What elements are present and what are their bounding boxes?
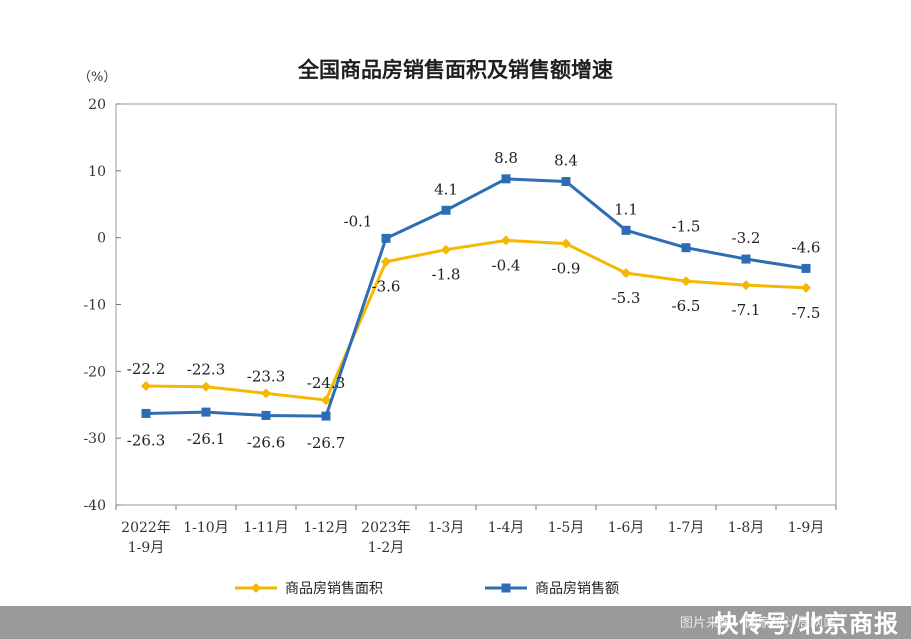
- series-line-0: [145, 238, 807, 402]
- data-point: [741, 280, 751, 291]
- data-label: -7.5: [792, 304, 821, 322]
- data-point: [681, 276, 691, 287]
- footer-bar: [0, 606, 911, 639]
- data-point: [501, 235, 511, 246]
- x-tick-label: 1-6月: [608, 520, 645, 536]
- data-label: -0.4: [492, 256, 521, 274]
- data-label: 8.8: [494, 149, 518, 167]
- data-label: -3.2: [732, 229, 761, 247]
- plot-area: 20 10 0 -10 -20 -30 -40 2022年 1-9月 1-10月 1-11月 1-12…: [83, 97, 837, 597]
- legend-marker: [251, 583, 261, 593]
- y-tick-label: 10: [88, 164, 106, 180]
- data-point: [321, 411, 331, 421]
- data-point: [621, 268, 631, 279]
- data-label: -4.6: [792, 238, 821, 256]
- footer-brand: 快传号/北京商报: [714, 610, 899, 638]
- x-tick-label: 1-7月: [668, 520, 705, 536]
- data-point: [201, 381, 211, 392]
- x-tick-label: 1-2月: [368, 540, 405, 556]
- data-label: -26.6: [247, 433, 285, 451]
- data-point: [381, 256, 391, 267]
- data-point: [141, 408, 151, 418]
- data-point: [801, 263, 811, 273]
- x-tick-label: 1-9月: [788, 520, 825, 536]
- data-label: -0.9: [552, 260, 581, 278]
- data-point: [501, 174, 511, 184]
- data-point: [261, 388, 271, 399]
- x-tick-label: 1-11月: [243, 520, 288, 536]
- x-tick-label: 1-9月: [128, 540, 165, 556]
- data-label: -22.2: [127, 360, 165, 378]
- data-point: [801, 282, 811, 293]
- data-label: -26.3: [127, 431, 165, 449]
- y-tick-label: -40: [83, 498, 106, 514]
- data-point: [681, 243, 691, 253]
- x-tick-label: 1-5月: [548, 520, 585, 536]
- data-point: [741, 254, 751, 264]
- x-tick-label: 1-12月: [303, 520, 348, 536]
- legend-marker: [501, 583, 511, 593]
- data-label: -1.5: [672, 218, 701, 236]
- legend-label: 商品房销售面积: [285, 581, 383, 597]
- data-point: [261, 410, 271, 420]
- x-tick-label: 1-8月: [728, 520, 765, 536]
- data-point: [561, 177, 571, 187]
- data-point: [381, 233, 391, 243]
- series-line-1: [145, 177, 807, 418]
- y-tick-label: -10: [83, 298, 106, 314]
- data-label: -22.3: [187, 361, 225, 379]
- y-axis-unit: （%）: [78, 70, 117, 85]
- data-point: [621, 225, 631, 235]
- data-point: [441, 205, 451, 215]
- data-label: -26.7: [307, 434, 345, 452]
- x-tick-label: 1-10月: [183, 520, 228, 536]
- data-label: -23.3: [247, 367, 285, 385]
- data-label: 1.1: [614, 200, 638, 218]
- data-point: [141, 381, 151, 392]
- data-label: -24.3: [307, 374, 345, 392]
- data-label: -1.8: [432, 266, 461, 284]
- data-point: [441, 244, 451, 255]
- data-label: -26.1: [187, 430, 225, 448]
- data-label: -0.1: [344, 212, 373, 230]
- data-label: 4.1: [434, 180, 458, 198]
- y-tick-label: 20: [88, 97, 106, 113]
- footer-credit: 图片来源：国家统计局网站: [680, 616, 837, 631]
- data-point: [321, 395, 331, 406]
- legend-label: 商品房销售额: [535, 581, 619, 597]
- chart-title: 全国商品房销售面积及销售额增速: [298, 58, 613, 82]
- data-label: 8.4: [554, 152, 578, 170]
- y-tick-label: -20: [83, 364, 106, 380]
- y-tick-label: 0: [97, 231, 106, 247]
- data-label: -7.1: [732, 301, 761, 319]
- data-point: [201, 407, 211, 417]
- x-tick-label: 1-4月: [488, 520, 525, 536]
- x-tick-label: 2023年: [361, 520, 411, 536]
- x-tick-label: 2022年: [121, 520, 171, 536]
- data-label: -5.3: [612, 289, 641, 307]
- data-point: [561, 238, 571, 249]
- data-label: -6.5: [672, 297, 701, 315]
- data-label: -3.6: [372, 278, 401, 296]
- y-tick-label: -30: [83, 431, 106, 447]
- x-tick-label: 1-3月: [428, 520, 465, 536]
